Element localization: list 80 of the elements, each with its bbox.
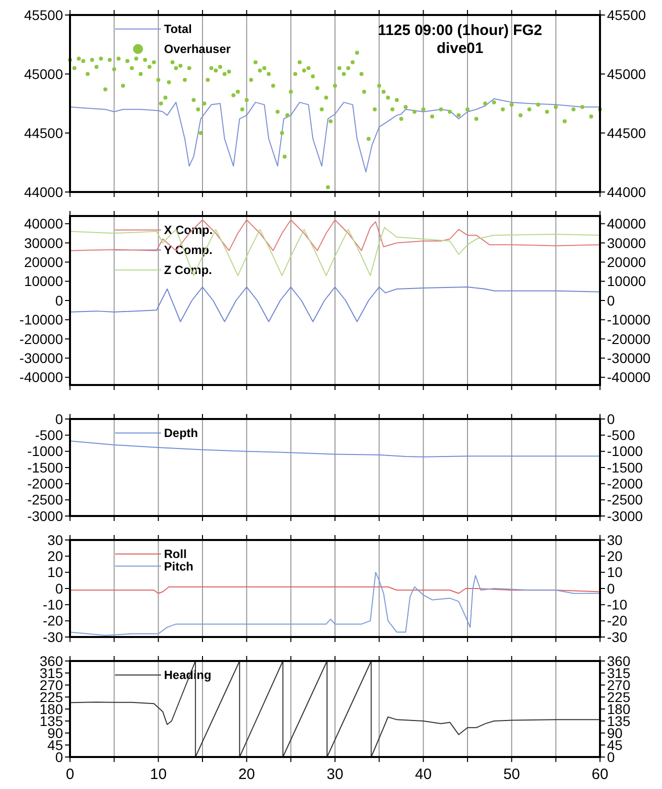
y2-tick-label: 0 (607, 748, 615, 765)
y2-tick-label: 44500 (607, 124, 646, 141)
y2-tick-label: -500 (607, 427, 636, 444)
legend-label: Overhauser (164, 42, 232, 56)
line-series (70, 572, 600, 636)
y-tick-label: -1500 (27, 459, 64, 476)
y-tick-label: -10000 (19, 312, 64, 328)
y2-tick-label: 225 (607, 688, 631, 705)
y-tick-label: -20000 (19, 330, 64, 347)
line-series (70, 286, 600, 322)
y-tick-label: 44500 (24, 124, 64, 141)
y-tick-label: -30000 (19, 350, 64, 366)
y2-tick-label: 360 (607, 652, 631, 669)
y-tick-label: -30 (42, 628, 64, 645)
y2-tick-label: -10 (607, 596, 628, 613)
x-tick-label: 60 (592, 766, 608, 783)
y-tick-label: 30000 (24, 234, 64, 251)
y2-tick-label: 45500 (607, 6, 646, 23)
x-tick-label: 30 (326, 766, 344, 783)
x-tick-label: 20 (238, 766, 256, 783)
y-tick-label: 20 (47, 548, 64, 564)
y-tick-label: -20 (42, 612, 64, 629)
y-tick-label: -1000 (27, 443, 64, 460)
y-tick-label: -10 (42, 596, 64, 613)
x-tick-label: 10 (150, 766, 167, 783)
legend-label: Total (164, 22, 192, 36)
y2-tick-label: 20000 (607, 254, 646, 270)
y2-tick-label: -1000 (607, 443, 644, 460)
legend-label: Pitch (164, 559, 194, 574)
y-tick-label: -500 (34, 427, 64, 444)
line-series (70, 227, 600, 276)
y2-tick-label: -30 (607, 628, 628, 645)
text: 1125 09:00 (1hour) FG2 (378, 22, 542, 39)
legend-label: Roll (164, 547, 187, 562)
y2-tick-label: -40000 (607, 369, 651, 386)
y-tick-label: -40000 (19, 369, 64, 386)
y2-tick-label: 0 (607, 410, 615, 427)
legend-label: Depth (164, 426, 198, 440)
y2-tick-label: 30 (607, 532, 623, 548)
y2-tick-label: 20 (607, 548, 623, 564)
y-tick-label: 45000 (24, 66, 64, 82)
y-tick-label: 45500 (24, 6, 64, 23)
line-series (70, 440, 600, 458)
y2-tick-label: -20 (607, 612, 628, 629)
y2-tick-label: -2500 (607, 492, 644, 508)
y-tick-label: 10000 (24, 273, 64, 290)
y-tick-label: 0 (55, 292, 64, 308)
legend-label: X Comp. (164, 223, 213, 238)
y2-tick-label: -2000 (607, 476, 644, 492)
y2-tick-label: 45000 (607, 66, 646, 82)
y2-tick-label: 0 (607, 580, 615, 596)
y2-tick-label: 44000 (607, 184, 646, 200)
x-tick-label: 40 (414, 766, 432, 783)
y-tick-label: 20000 (24, 254, 64, 270)
y-tick-label: 40000 (24, 216, 64, 232)
y2-tick-label: -1500 (607, 459, 644, 476)
text: dive01 (436, 40, 484, 57)
y-tick-label: 30 (47, 532, 64, 548)
y-tick-label: 360 (40, 652, 64, 669)
y-tick-label: -2500 (27, 492, 64, 508)
y2-tick-label: -30000 (607, 350, 651, 366)
line-series (70, 98, 600, 172)
y-tick-label: 0 (55, 580, 64, 596)
y2-tick-label: 10000 (607, 273, 646, 290)
x-tick-label: 50 (503, 766, 520, 783)
y2-tick-label: 0 (607, 292, 615, 308)
y-tick-label: 10 (47, 564, 64, 580)
line-series (70, 586, 600, 594)
x-tick-label: 0 (66, 766, 74, 783)
y-tick-label: -3000 (27, 508, 64, 524)
y-tick-label: 44000 (24, 184, 64, 200)
y2-tick-label: 30000 (607, 234, 646, 251)
y-tick-label: -2000 (27, 476, 64, 492)
y2-tick-label: -10000 (607, 312, 651, 328)
y2-tick-label: 40000 (607, 216, 646, 232)
y2-tick-label: 10 (607, 564, 623, 580)
y2-tick-label: -3000 (607, 508, 644, 524)
y-tick-label: 0 (55, 410, 64, 427)
y2-tick-label: -20000 (607, 330, 651, 347)
legend-label: Z Comp. (164, 263, 212, 278)
